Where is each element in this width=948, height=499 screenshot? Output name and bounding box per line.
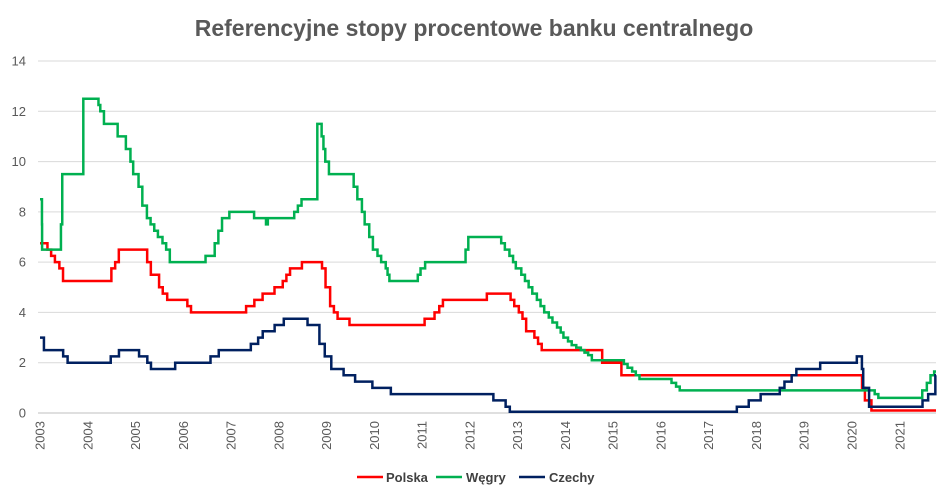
legend-label-wegry: Węgry [466,470,507,485]
y-tick-label: 8 [19,204,26,219]
x-tick-label: 2005 [128,421,143,450]
y-tick-label: 14 [12,54,26,69]
x-tick-label: 2016 [653,421,668,450]
legend-label-polska: Polska [386,470,429,485]
y-tick-label: 6 [19,255,26,270]
legend-item-wegry: Węgry [436,470,507,485]
x-tick-label: 2004 [80,421,95,450]
x-tick-label: 2007 [224,421,239,450]
x-tick-label: 2009 [319,421,334,450]
legend-label-czechy: Czechy [549,470,595,485]
chart-title: Referencyjne stopy procentowe banku cent… [195,15,754,41]
x-tick-label: 2014 [558,421,573,450]
x-tick-label: 2019 [797,421,812,450]
series-line-polska [40,242,936,412]
x-tick-label: 2021 [892,421,907,450]
series-lines [40,97,937,413]
x-tick-label: 2010 [367,421,382,450]
y-tick-label: 12 [12,104,26,119]
x-tick-label: 2018 [749,421,764,450]
x-tick-label: 2017 [701,421,716,450]
x-tick-label: 2012 [462,421,477,450]
y-tick-label: 0 [19,406,26,421]
x-tick-label: 2003 [33,421,48,450]
legend: Polska Węgry Czechy [357,470,595,485]
y-axis-labels: 0 2 4 6 8 10 12 14 [12,54,26,421]
x-tick-label: 2008 [271,421,286,450]
y-tick-label: 10 [12,154,26,169]
legend-item-polska: Polska [357,470,429,485]
x-axis-labels: 2003 2004 2005 2006 2007 2008 2009 2010 2011 2012… [33,421,908,450]
x-tick-label: 2020 [844,421,859,450]
series-line-czechy [40,317,937,413]
x-tick-label: 2015 [606,421,621,450]
x-tick-label: 2013 [510,421,525,450]
y-tick-label: 4 [19,305,26,320]
series-line-wegry [40,97,936,400]
y-tick-label: 2 [19,355,26,370]
x-tick-label: 2011 [415,421,430,449]
legend-item-czechy: Czechy [519,470,595,485]
x-tick-label: 2006 [176,421,191,450]
